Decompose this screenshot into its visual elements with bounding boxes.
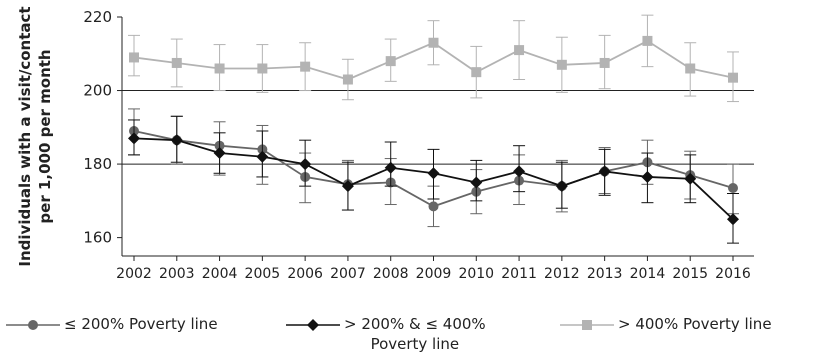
x-tick-label: 2014	[630, 266, 666, 282]
data-point	[257, 63, 268, 74]
y-tick-label: 200	[83, 82, 112, 100]
x-tick-label: 2010	[458, 266, 494, 282]
legend-item-series-3: > 400% Poverty line	[560, 314, 772, 334]
legend-label-series-1: ≤ 200% Poverty line	[64, 315, 218, 333]
legend-marker-diamond-icon	[286, 319, 340, 331]
data-point	[514, 45, 525, 56]
data-point	[341, 180, 354, 193]
data-point	[384, 161, 397, 174]
data-point	[598, 165, 611, 178]
y-axis-label-line: per 1,000 per month	[36, 49, 54, 223]
legend-item-series-1: ≤ 200% Poverty line	[6, 314, 218, 334]
x-tick-label: 2015	[672, 266, 708, 282]
data-point	[471, 67, 482, 78]
data-point	[427, 167, 440, 180]
x-tick-label: 2016	[715, 266, 751, 282]
data-point	[728, 182, 738, 193]
y-tick-label: 180	[83, 155, 112, 173]
series-2	[128, 115, 739, 244]
legend-item-series-2: > 200% & ≤ 400% Poverty line	[286, 314, 486, 354]
y-tick-labels: 160 180 200 220	[83, 8, 112, 247]
series-layer	[128, 14, 739, 244]
x-tick-label: 2008	[373, 266, 409, 282]
data-point	[470, 176, 483, 189]
legend-marker-circle-icon	[6, 320, 60, 330]
data-point	[428, 37, 439, 48]
data-point	[599, 57, 610, 68]
legend: ≤ 200% Poverty line > 200% & ≤ 400% Pove…	[0, 314, 816, 363]
x-tick-label: 2003	[159, 266, 195, 282]
x-tick-label: 2002	[116, 266, 152, 282]
legend-label-series-2-line2: Poverty line	[370, 335, 460, 353]
data-point	[642, 35, 653, 46]
data-point	[128, 132, 140, 145]
data-point	[214, 63, 225, 74]
legend-label-series-2: > 200% & ≤ 400% Poverty line	[344, 314, 486, 354]
data-point	[385, 56, 396, 67]
data-point	[428, 201, 439, 212]
series-3	[128, 14, 739, 103]
data-point	[641, 170, 654, 183]
data-point	[213, 147, 226, 160]
data-point	[300, 61, 311, 72]
data-point	[556, 59, 567, 70]
axes	[117, 16, 754, 261]
data-point	[342, 74, 353, 85]
legend-marker-square-icon	[560, 320, 614, 330]
x-tick-label: 2006	[287, 266, 323, 282]
y-tick-label: 160	[83, 229, 112, 247]
data-point	[171, 57, 182, 68]
legend-label-series-3: > 400% Poverty line	[618, 315, 772, 333]
x-tick-label: 2013	[587, 266, 623, 282]
x-tick-label: 2011	[501, 266, 537, 282]
x-tick-label: 2012	[544, 266, 580, 282]
data-point	[684, 172, 697, 185]
y-axis-label: Individuals with a visit/contact per 1,00…	[16, 6, 54, 266]
data-point	[129, 52, 139, 63]
data-point	[513, 165, 526, 178]
data-point	[685, 63, 696, 74]
x-tick-label: 2005	[245, 266, 281, 282]
data-point	[170, 134, 183, 147]
x-tick-label: 2009	[416, 266, 452, 282]
data-point	[727, 213, 739, 226]
data-point	[555, 180, 568, 193]
data-point	[256, 150, 269, 163]
y-axis-label-line: Individuals with a visit/contact	[16, 6, 34, 266]
x-tick-label: 2004	[202, 266, 238, 282]
x-tick-label: 2007	[330, 266, 366, 282]
legend-label-series-2-line1: > 200% & ≤ 400%	[344, 315, 486, 333]
data-point	[299, 158, 312, 171]
y-tick-label: 220	[83, 8, 112, 26]
x-tick-labels: 2002 2003 2004 2005 2006 2007 2008 2009 2010 2011…	[116, 266, 751, 282]
data-point	[728, 72, 738, 83]
